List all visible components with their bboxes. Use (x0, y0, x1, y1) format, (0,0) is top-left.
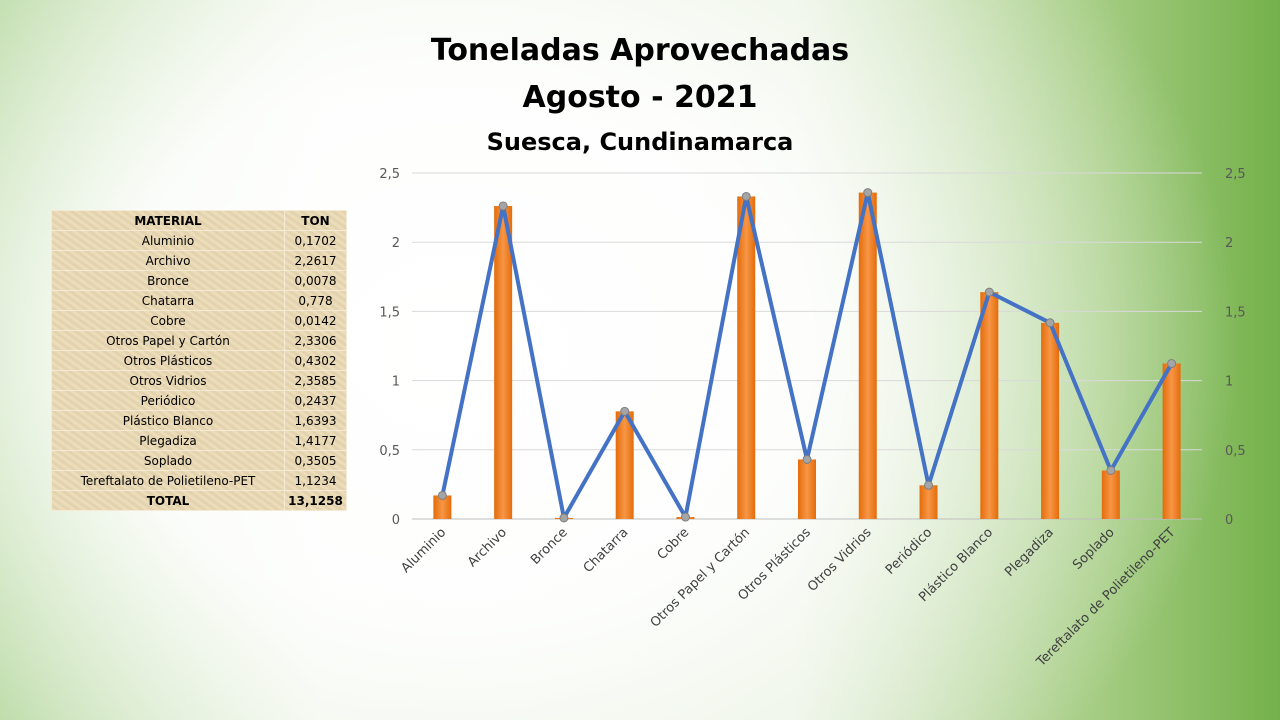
bar (494, 205, 513, 519)
x-tick-label: Otros Vidrios (805, 525, 875, 595)
table-row: Plástico Blanco 1,6393 (51, 410, 347, 431)
material-cell: Cobre (51, 310, 285, 331)
x-tick-label: Bronce (528, 525, 571, 568)
ton-cell: 1,6393 (284, 410, 347, 431)
total-row: TOTAL 13,1258 (51, 490, 347, 511)
line-point (984, 287, 994, 297)
table-row: Chatarra 0,778 (51, 290, 347, 311)
header-ton: TON (284, 210, 347, 231)
y-tick-label: 2 (392, 236, 400, 251)
line-point (559, 513, 569, 523)
table-row: Cobre 0,0142 (51, 310, 347, 331)
y2-tick-label: 0 (1225, 513, 1233, 528)
line-point (1106, 465, 1116, 475)
table-row: Periódico 0,2437 (51, 390, 347, 411)
line-point (437, 490, 447, 500)
total-value: 13,1258 (284, 490, 347, 511)
total-label: TOTAL (51, 490, 285, 511)
y-tick-label: 0,5 (379, 444, 400, 459)
materials-table: MATERIAL TON Aluminio 0,1702 Archivo 2,2617… (51, 210, 347, 511)
ton-cell: 0,0078 (284, 270, 347, 291)
bar (919, 485, 938, 519)
table-row: Otros Papel y Cartón 2,3306 (51, 330, 347, 351)
ton-cell: 2,3306 (284, 330, 347, 351)
x-tick-label: Otros Papel y Cartón (648, 525, 753, 630)
x-tick-label: Periódico (883, 525, 936, 578)
material-cell: Periódico (51, 390, 285, 411)
table-row: Bronce 0,0078 (51, 270, 347, 291)
bar (615, 411, 634, 519)
line-point (741, 191, 751, 201)
line-point (680, 512, 690, 522)
y2-tick-label: 1 (1225, 375, 1233, 390)
line-point (498, 201, 508, 211)
table-row: Aluminio 0,1702 (51, 230, 347, 251)
table-row: Archivo 2,2617 (51, 250, 347, 271)
x-tick-label: Chatarra (581, 525, 632, 576)
y2-tick-label: 2 (1225, 236, 1233, 251)
ton-cell: 2,3585 (284, 370, 347, 391)
bar (798, 459, 816, 519)
bar (980, 292, 999, 519)
line-point (1045, 318, 1055, 328)
table-header-row: MATERIAL TON (51, 210, 347, 231)
y-tick-label: 1 (392, 375, 400, 390)
bar (433, 495, 452, 519)
material-cell: Plástico Blanco (51, 410, 285, 431)
table-row: Otros Plásticos 0,4302 (51, 350, 347, 371)
line-point (802, 454, 812, 464)
line-point (863, 188, 873, 198)
ton-cell: 0,778 (284, 290, 347, 311)
y-tick-label: 1,5 (379, 305, 400, 320)
chart-title: Toneladas Aprovechadas (430, 33, 850, 68)
y-tick-label: 2,5 (379, 167, 400, 182)
y2-tick-label: 2,5 (1225, 167, 1246, 182)
bar (1041, 322, 1060, 519)
y-tick-label: 0 (392, 513, 400, 528)
y2-tick-label: 0,5 (1225, 444, 1246, 459)
ton-cell: 0,0142 (284, 310, 347, 331)
table-row: Tereftalato de Polietileno-PET 1,1234 (51, 470, 347, 491)
x-tick-label: Aluminio (398, 525, 449, 576)
bar (1162, 363, 1181, 519)
x-tick-label: Archivo (465, 525, 510, 570)
x-tick-label: Soplado (1070, 525, 1118, 573)
chart-subtitle-period: Agosto - 2021 (522, 80, 758, 115)
bar (737, 196, 756, 520)
x-tick-label: Plegadiza (1002, 525, 1057, 580)
material-cell: Chatarra (51, 290, 285, 311)
chart-subtitle-location: Suesca, Cundinamarca (486, 128, 794, 156)
line-point (620, 406, 630, 416)
bar (1101, 470, 1120, 519)
y2-tick-label: 1,5 (1225, 305, 1246, 320)
x-tick-label: Cobre (655, 525, 693, 563)
line-point (1167, 359, 1177, 369)
line-point (924, 480, 934, 490)
bar (858, 192, 877, 519)
ton-cell: 0,1702 (284, 230, 347, 251)
